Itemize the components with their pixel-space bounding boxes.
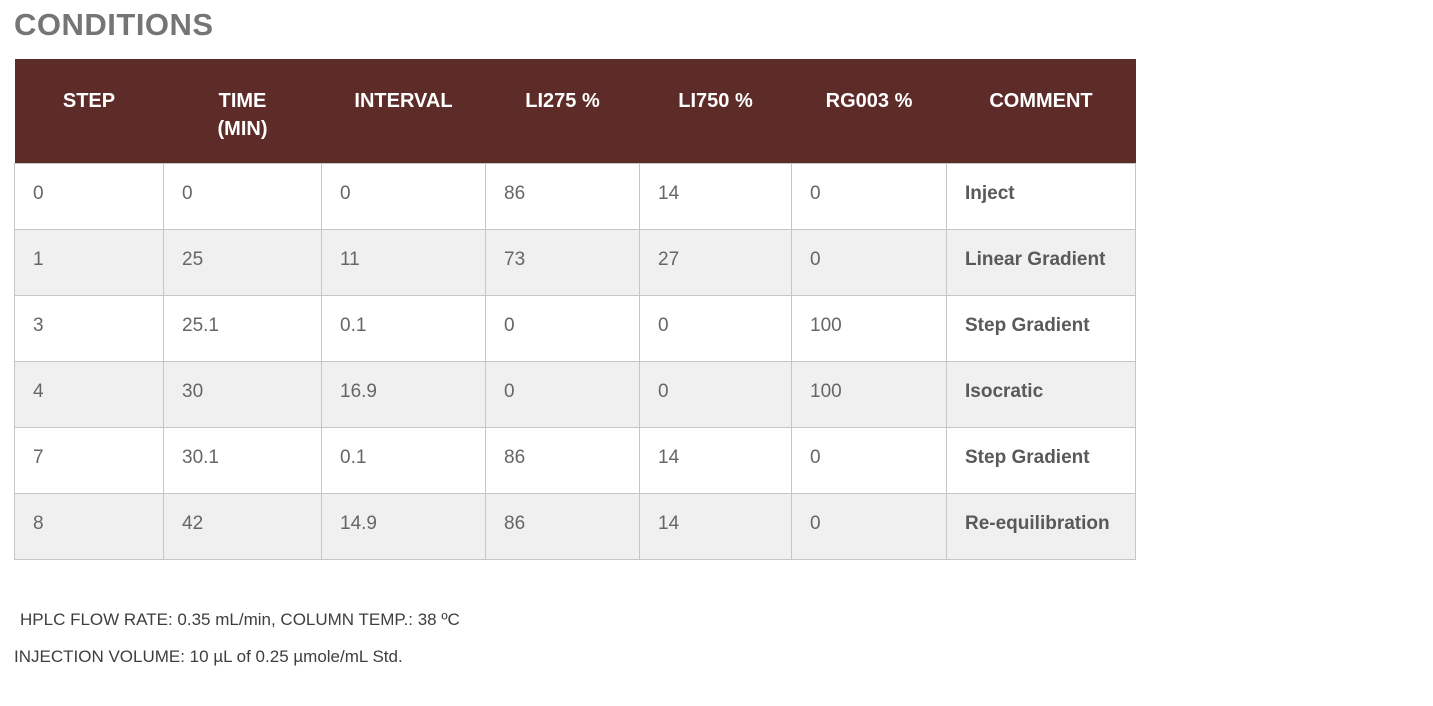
conditions-table: STEP TIME (MIN) INTERVAL LI275 % LI750 % RG00…: [14, 59, 1136, 560]
value-cell: 0.1: [321, 427, 486, 494]
table-body: 0 0 0 86 14 0 Inject 1 25 11 73 27 0 Linear Gradient 3…: [14, 163, 1136, 560]
value-cell: 11: [321, 229, 486, 296]
header-row: STEP TIME (MIN) INTERVAL LI275 % LI750 % RG00…: [14, 59, 1136, 164]
value-cell: 0: [485, 295, 640, 362]
table-header: STEP TIME (MIN) INTERVAL LI275 % LI750 % RG00…: [14, 59, 1136, 164]
value-cell: 86: [485, 427, 640, 494]
value-cell: 86: [485, 163, 640, 230]
comment-cell: Isocratic: [946, 361, 1136, 428]
value-cell: 0: [639, 295, 792, 362]
comment-cell: Linear Gradient: [946, 229, 1136, 296]
table-row: 4 30 16.9 0 0 100 Isocratic: [14, 361, 1136, 428]
column-header: INTERVAL: [321, 59, 486, 164]
value-cell: 0: [163, 163, 322, 230]
value-cell: 16.9: [321, 361, 486, 428]
value-cell: 0: [321, 163, 486, 230]
value-cell: 14.9: [321, 493, 486, 560]
comment-cell: Step Gradient: [946, 295, 1136, 362]
value-cell: 30.1: [163, 427, 322, 494]
table-row: 7 30.1 0.1 86 14 0 Step Gradient: [14, 427, 1136, 494]
footnote-injection-volume: INJECTION VOLUME: 10 µL of 0.25 µmole/mL…: [14, 647, 403, 666]
value-cell: 100: [791, 295, 947, 362]
value-cell: 0: [791, 493, 947, 560]
column-header: STEP: [14, 59, 164, 164]
value-cell: 86: [485, 493, 640, 560]
value-cell: 42: [163, 493, 322, 560]
value-cell: 0.1: [321, 295, 486, 362]
column-header: LI750 %: [639, 59, 792, 164]
value-cell: 27: [639, 229, 792, 296]
value-cell: 0: [639, 361, 792, 428]
column-header: RG003 %: [791, 59, 947, 164]
value-cell: 1: [14, 229, 164, 296]
value-cell: 0: [485, 361, 640, 428]
column-header: TIME (MIN): [163, 59, 322, 164]
table-row: 3 25.1 0.1 0 0 100 Step Gradient: [14, 295, 1136, 362]
value-cell: 25: [163, 229, 322, 296]
footnotes: HPLC FLOW RATE: 0.35 mL/min, COLUMN TEMP…: [14, 608, 1419, 669]
value-cell: 3: [14, 295, 164, 362]
value-cell: 0: [14, 163, 164, 230]
value-cell: 7: [14, 427, 164, 494]
value-cell: 4: [14, 361, 164, 428]
value-cell: 25.1: [163, 295, 322, 362]
value-cell: 8: [14, 493, 164, 560]
table-row: 1 25 11 73 27 0 Linear Gradient: [14, 229, 1136, 296]
value-cell: 0: [791, 229, 947, 296]
page-title: CONDITIONS: [14, 7, 214, 42]
comment-cell: Step Gradient: [946, 427, 1136, 494]
table-row: 0 0 0 86 14 0 Inject: [14, 163, 1136, 230]
value-cell: 100: [791, 361, 947, 428]
footnote-flow-rate: HPLC FLOW RATE: 0.35 mL/min, COLUMN TEMP…: [20, 610, 460, 629]
column-header: COMMENT: [946, 59, 1136, 164]
comment-cell: Re-equilibration: [946, 493, 1136, 560]
value-cell: 0: [791, 427, 947, 494]
value-cell: 14: [639, 163, 792, 230]
value-cell: 73: [485, 229, 640, 296]
value-cell: 30: [163, 361, 322, 428]
table-row: 8 42 14.9 86 14 0 Re-equilibration: [14, 493, 1136, 560]
value-cell: 14: [639, 427, 792, 494]
column-header: LI275 %: [485, 59, 640, 164]
value-cell: 0: [791, 163, 947, 230]
value-cell: 14: [639, 493, 792, 560]
comment-cell: Inject: [946, 163, 1136, 230]
